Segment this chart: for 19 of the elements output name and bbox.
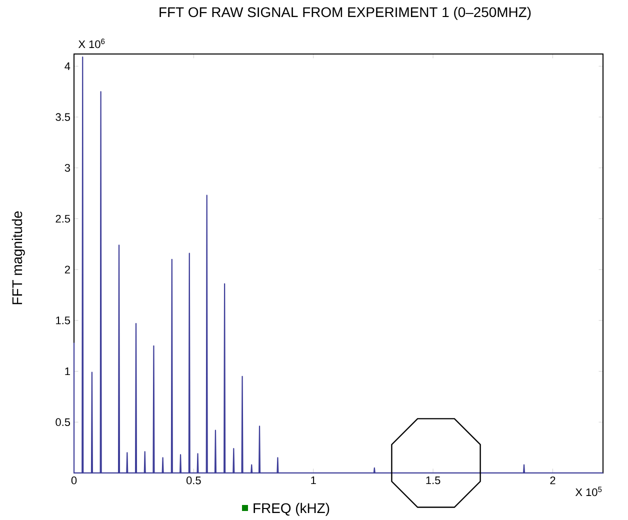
y-tick-label: 4 [64, 62, 70, 70]
x-tick-label: 0 [71, 476, 77, 484]
y-tick-label: 2.5 [56, 214, 70, 223]
y-tick-label: 2 [64, 266, 70, 274]
x-tick-label: 2 [550, 476, 556, 484]
x-tick-label: 1 [311, 476, 316, 484]
y-tick-label: 1.5 [56, 316, 70, 324]
y-axis-title: FFT magnitude [12, 211, 25, 304]
x-tick-label: 0.5 [186, 476, 201, 484]
line-series [73, 56, 604, 474]
y-tick-label: 3.5 [56, 113, 70, 121]
y-tick-label: 0.5 [56, 418, 70, 426]
y-tick-label: 1 [65, 368, 70, 376]
chart-title: FFT OF RAW SIGNAL FROM EXPERIMENT 1 (0–250MHZ) [160, 6, 531, 20]
x-axis-title: FREQ (kHZ) [254, 502, 330, 516]
x-tick-label: 1.5 [426, 476, 440, 484]
y-tick-label: 3 [64, 164, 70, 172]
text: X 10$^{5}$ [575, 486, 602, 496]
text: X 10$^{6}$ [78, 38, 105, 48]
